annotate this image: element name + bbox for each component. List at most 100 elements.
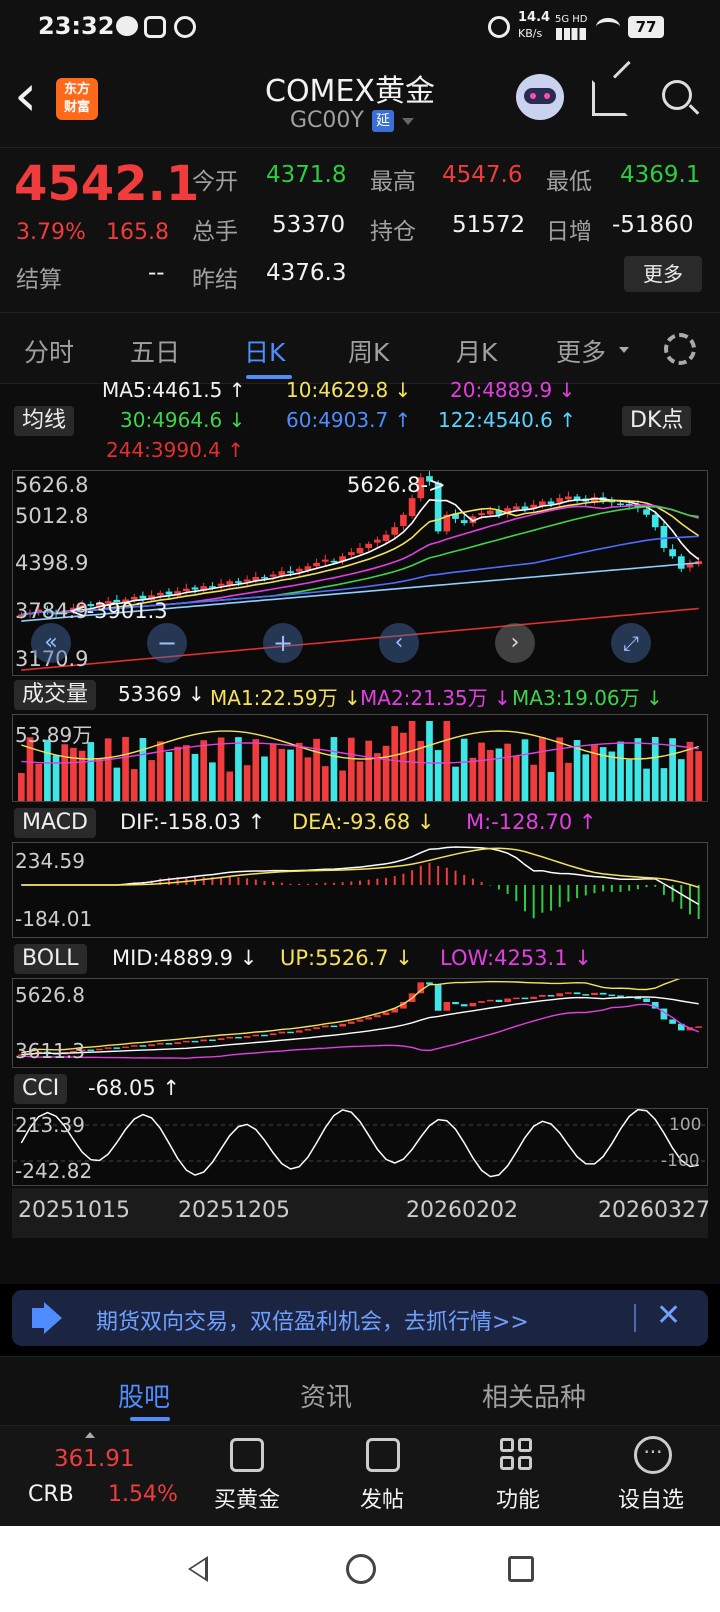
boll-candle [695,1026,702,1028]
candle-body [512,506,520,510]
tab-daily-k[interactable]: 日K [244,338,286,367]
tab-news[interactable]: 资讯 [300,1383,353,1413]
boll-selector[interactable]: BOLL [14,944,87,974]
kline-y-label-1: 5012.8 [15,504,89,528]
candle-body [651,514,659,528]
tab-intraday[interactable]: 分时 [24,338,75,367]
share-arrow-icon [612,60,631,79]
cci-ref-top: 100 [669,1115,702,1135]
high-label: 最高 [370,169,416,195]
change-abs: 165.8 [106,220,169,245]
tab-forum[interactable]: 股吧 [118,1383,171,1413]
boll-candle [313,1027,320,1030]
ma-selector[interactable]: 均线 [14,406,75,436]
nav-buy-gold[interactable]: 买黄金 [214,1488,281,1513]
fullscreen-button[interactable]: ⤢ [611,623,651,663]
crb-change[interactable]: 1.54% [108,1482,178,1507]
candle-body [287,571,294,573]
macd-panel[interactable]: 234.59 -184.01 [12,842,708,938]
tab-five-day[interactable]: 五日 [130,338,181,367]
daily-inc-value: -51860 [612,212,694,238]
volume-bar [530,764,538,801]
crb-expand-icon[interactable] [85,1432,95,1438]
volume-label: 总手 [192,219,238,245]
volume-selector[interactable]: 成交量 [14,680,97,710]
tab-more[interactable]: 更多 [556,338,607,367]
boll-y-top: 5626.8 [15,983,85,1007]
back-icon[interactable]: ‹ [14,61,38,129]
ma5-value: MA5:4461.5 ↑ [102,378,246,402]
kline-high-marker: 5626.8-> [347,473,446,497]
crb-value[interactable]: 361.91 [54,1446,135,1472]
system-home-icon[interactable] [346,1554,376,1584]
tab-monthly-k[interactable]: 月K [456,338,498,367]
search-icon[interactable] [662,80,692,110]
candle-body [452,513,459,519]
macd-selector[interactable]: MACD [14,808,96,838]
volume-bar [200,740,208,801]
scroll-right-button[interactable]: › [495,623,535,663]
megaphone-icon [32,1308,44,1328]
volume-panel[interactable]: 53.89万 [12,714,708,802]
tab-related[interactable]: 相关品种 [482,1383,587,1413]
boll-up: UP:5526.7 ↓ [280,946,413,970]
assistant-robot-icon[interactable] [516,74,564,120]
kline-y-label-3: 3784.9 [15,599,89,623]
functions-grid-icon[interactable] [500,1438,534,1472]
boll-panel[interactable]: 5626.8 3611.3 [12,978,708,1068]
candle-body [434,482,442,532]
macd-chart [21,846,700,920]
cci-y-top: 213.39 [15,1113,85,1137]
more-button[interactable]: 更多 [624,256,702,292]
volume-bar [443,721,451,801]
volume-bar [651,737,659,801]
volume-bar [209,762,216,801]
ma244-line [21,607,699,671]
tab-weekly-k[interactable]: 周K [348,338,390,367]
boll-candle [486,999,494,1002]
candle-body [400,514,407,526]
scroll-left-button[interactable]: ‹ [379,623,419,663]
close-icon[interactable]: ✕ [656,1298,682,1333]
promo-banner[interactable]: 期货双向交易，双倍盈利机会，去抓行情>> ✕ [12,1290,708,1346]
kline-panel[interactable]: 5626.8 5012.8 4398.9 3784.9 3170.9 5626.… [12,470,708,676]
candle-body [391,527,399,535]
candle-body [104,601,112,604]
candle-body [200,586,208,591]
candle-body [252,577,260,581]
eastmoney-logo[interactable]: 东方 财富 [56,78,98,120]
zoom-in-button[interactable]: + [263,623,303,663]
candle-body [495,510,503,515]
candle-body [556,498,564,503]
boll-candle [209,1039,216,1042]
promo-text[interactable]: 期货双向交易，双倍盈利机会，去抓行情>> [96,1310,529,1335]
system-recents-icon[interactable] [508,1556,534,1582]
candle-body [347,552,355,556]
cci-selector[interactable]: CCI [14,1074,68,1104]
scroll-left-fast-button[interactable]: « [31,623,71,663]
boll-candle [252,1034,260,1037]
boll-candle [18,1054,25,1056]
candle-body [617,503,624,506]
volume-bar [148,760,155,801]
code-dropdown-icon[interactable] [402,118,414,125]
add-watchlist-icon[interactable]: ··· [634,1436,672,1474]
cci-panel[interactable]: 213.39 -242.82 100 -100 [12,1108,708,1186]
candle-body [148,595,155,600]
buy-gold-icon[interactable] [230,1438,264,1472]
nav-post[interactable]: 发帖 [360,1488,405,1513]
candle-body [504,508,511,514]
volume-bar [391,726,399,801]
zoom-out-button[interactable]: − [147,623,187,663]
nav-add-watchlist[interactable]: 设自选 [618,1488,685,1513]
candle-body [521,506,529,509]
crb-label[interactable]: CRB [28,1482,74,1507]
boll-mid-line [21,996,699,1056]
dk-point-button[interactable]: DK点 [622,406,692,436]
settings-gear-icon[interactable] [664,333,696,365]
volume-chart [18,721,702,801]
post-icon[interactable] [366,1438,400,1472]
volume-bar [400,732,407,801]
share-icon[interactable] [592,80,628,116]
nav-functions[interactable]: 功能 [496,1488,541,1513]
